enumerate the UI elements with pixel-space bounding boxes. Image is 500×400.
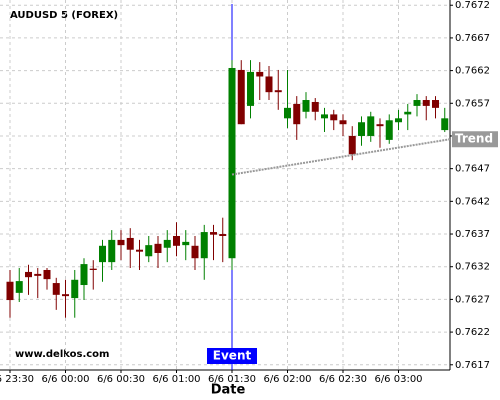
- candle-body: [117, 239, 125, 246]
- y-tick-label: 0.7662: [455, 66, 490, 77]
- candle-body: [163, 239, 171, 248]
- candle-body: [413, 100, 421, 106]
- chart-title: AUDUSD 5 (FOREX): [10, 10, 118, 21]
- candle-body: [422, 100, 430, 106]
- x-tick-label: 6/6 00:30: [97, 374, 145, 385]
- candle-body: [34, 273, 42, 276]
- x-tick-label: 6/6 02:30: [319, 374, 367, 385]
- candle-body: [441, 118, 449, 131]
- y-tick-label: 0.7667: [455, 33, 490, 44]
- candle-body: [108, 239, 116, 263]
- x-tick-label: 6/6 03:00: [374, 374, 422, 385]
- candle-body: [71, 279, 79, 299]
- y-tick-label: 0.7647: [455, 164, 490, 175]
- candle-body: [219, 234, 227, 236]
- candle-body: [200, 232, 208, 259]
- y-tick-label: 0.7657: [455, 98, 490, 109]
- candle-body: [210, 232, 217, 235]
- x-tick-label: 6/6 01:00: [152, 374, 200, 385]
- x-tick-label: 6/6 00:00: [41, 374, 89, 385]
- y-tick-label: 0.7627: [455, 294, 490, 305]
- candle-body: [62, 294, 69, 297]
- candle-body: [154, 243, 162, 253]
- candle-body: [385, 120, 393, 140]
- candle-body: [432, 100, 439, 108]
- watermark: www.delkos.com: [15, 349, 109, 360]
- candle-body: [136, 249, 143, 252]
- candle-body: [358, 122, 365, 136]
- candle-body: [404, 111, 412, 115]
- candle-body: [228, 67, 236, 259]
- y-tick-label: 0.7617: [455, 360, 490, 371]
- y-tick-label: 0.7632: [455, 262, 490, 273]
- candle-body: [395, 118, 402, 123]
- candle-body: [348, 135, 356, 155]
- candle-body: [191, 245, 199, 259]
- trend-line: [231, 138, 451, 176]
- trend-label-box: [452, 131, 498, 148]
- candle-body: [284, 107, 291, 119]
- candle-body: [237, 69, 245, 125]
- y-tick-label: 0.7672: [455, 0, 490, 11]
- candle-body: [367, 116, 375, 136]
- x-axis-label: Date: [211, 383, 246, 398]
- candle-body: [302, 100, 310, 112]
- candle-body: [330, 114, 338, 121]
- trend-label: Trend: [455, 132, 493, 146]
- y-tick-label: 0.7637: [455, 229, 490, 240]
- x-tick-label: 6/6 23:30: [0, 374, 34, 385]
- candle-body: [182, 241, 190, 246]
- candle-body: [126, 237, 134, 250]
- x-tick-label: 6/6 01:30: [208, 374, 256, 385]
- candle-body: [173, 235, 180, 246]
- candle-body: [339, 120, 347, 125]
- candle-body: [265, 76, 273, 93]
- candle-body: [52, 283, 60, 295]
- event-label-box: [207, 348, 257, 364]
- candle-body: [247, 71, 254, 106]
- candle-body: [311, 101, 319, 112]
- candle-body: [99, 245, 106, 263]
- candle-body: [25, 271, 32, 278]
- candle-body: [256, 71, 264, 77]
- candle-body: [6, 281, 14, 301]
- candle-body: [89, 268, 97, 270]
- candle-body: [145, 245, 153, 257]
- candle-body: [376, 124, 384, 127]
- candle-body: [15, 281, 23, 293]
- candle-body: [80, 264, 88, 286]
- x-tick-label: 6/6 02:00: [263, 374, 311, 385]
- y-tick-label: 0.7622: [455, 327, 490, 338]
- y-tick-label: 0.7642: [455, 196, 490, 207]
- candle-body: [43, 269, 51, 280]
- candle-body: [274, 90, 282, 93]
- candle-body: [321, 114, 328, 119]
- event-label: Event: [213, 349, 252, 363]
- candle-body: [293, 103, 301, 125]
